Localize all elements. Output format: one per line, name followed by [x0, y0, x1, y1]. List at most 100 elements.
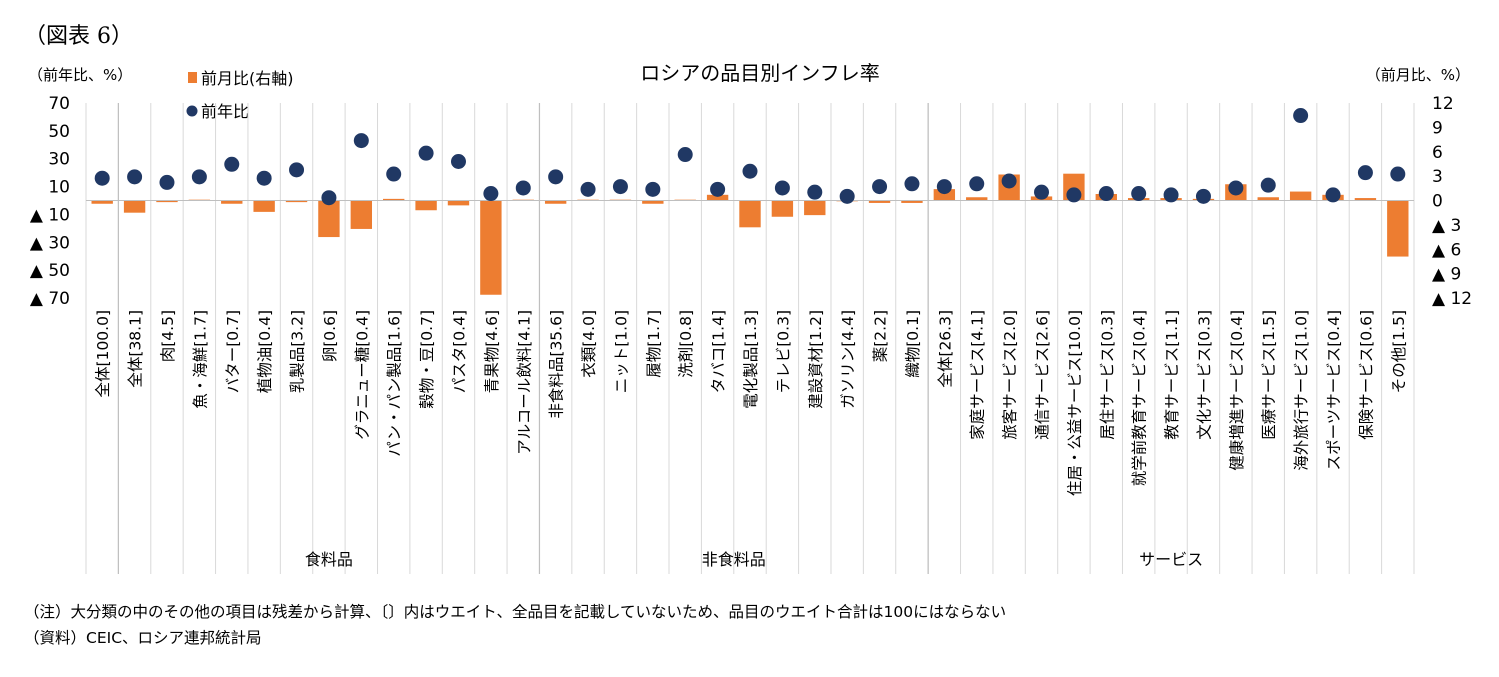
dot: [191, 169, 207, 185]
dot: [904, 176, 920, 192]
category-label: 青果物[4.6]: [483, 310, 501, 393]
bar: [868, 200, 891, 203]
bar: [739, 200, 761, 228]
legend: 前月比(右軸) 前年比: [186, 69, 294, 121]
bar: [706, 194, 729, 201]
bar: [642, 200, 664, 204]
legend-dot-label: 前年比: [201, 102, 249, 121]
category-label: 通信サービス[2.6]: [1034, 310, 1052, 440]
bar: [480, 200, 502, 295]
dot: [289, 162, 305, 178]
right-tick-label: 12: [1432, 94, 1454, 114]
bar: [1387, 200, 1409, 257]
category-label: 植物油[0.4]: [256, 310, 274, 393]
category-label: バター[0.7]: [224, 310, 242, 393]
bar: [933, 189, 956, 201]
category-label: 乳製品[3.2]: [289, 310, 307, 393]
bar: [1354, 198, 1377, 201]
bar: [285, 200, 308, 203]
category-label: 居住サービス[0.3]: [1098, 310, 1116, 440]
bar: [221, 200, 243, 204]
left-tick-label: ▲ 30: [30, 233, 70, 253]
category-label: 旅客サービス[2.0]: [1001, 310, 1019, 440]
left-tick-label: ▲ 70: [30, 289, 70, 309]
category-label: 電化製品[1.3]: [742, 310, 760, 409]
right-tick-label: 0: [1432, 192, 1443, 212]
dot: [386, 166, 402, 182]
right-tick-label: 9: [1432, 118, 1443, 138]
dot: [1034, 184, 1050, 200]
category-label: ニット[1.0]: [612, 310, 630, 393]
right-tick-label: ▲ 9: [1432, 265, 1461, 285]
category-label: パスタ[0.4]: [450, 310, 468, 393]
right-axis-unit: （前月比、%）: [1366, 66, 1470, 84]
category-label: 全体[38.1]: [127, 310, 145, 388]
dot: [483, 186, 499, 202]
bar: [318, 200, 340, 238]
dot: [515, 180, 531, 196]
bar: [123, 200, 146, 213]
bar-series: [91, 173, 1409, 295]
category-label: 住居・公益サービス[10.0]: [1066, 310, 1084, 496]
category-label: 健康増進サービス[0.4]: [1228, 310, 1246, 471]
category-label: 全体[26.3]: [936, 310, 954, 388]
category-label: 穀物・豆[0.7]: [418, 310, 436, 409]
group-label: 非食料品: [702, 550, 766, 569]
category-label: アルコール飲料[4.1]: [515, 310, 533, 455]
dot: [1390, 166, 1406, 182]
dot: [1357, 165, 1373, 181]
dot: [256, 170, 272, 186]
left-tick-label: 50: [48, 122, 70, 142]
left-tick-label: 10: [48, 178, 70, 198]
dot: [839, 188, 855, 204]
dot-series: [94, 108, 1406, 206]
dot: [450, 154, 466, 169]
dot: [677, 147, 693, 163]
category-label: パン・パン製品[1.6]: [386, 310, 404, 457]
dot: [969, 176, 985, 192]
dot: [418, 145, 434, 161]
dot: [127, 169, 143, 185]
bar: [1257, 197, 1279, 201]
category-label: 保険サービス[0.6]: [1357, 310, 1375, 440]
category-label: タバコ[1.4]: [710, 310, 728, 393]
dot: [645, 181, 661, 197]
dot: [1195, 188, 1211, 204]
dot: [1131, 186, 1147, 202]
bar: [447, 200, 470, 206]
right-tick-label: ▲ 12: [1432, 289, 1472, 309]
dot: [1260, 177, 1276, 193]
dot: [612, 179, 628, 195]
category-label: ガソリン[4.4]: [839, 310, 857, 409]
group-label: サービス: [1139, 550, 1203, 569]
category-label: 非食料品[35.6]: [548, 310, 566, 419]
bar: [91, 200, 113, 204]
dot: [1001, 173, 1017, 189]
category-label: 織物[0.1]: [904, 310, 922, 378]
dot: [872, 179, 888, 195]
category-label: 衣類[4.0]: [580, 310, 598, 378]
dot: [807, 184, 823, 200]
right-axis-ticks: 12 9 6 3 0 ▲ 3 ▲ 6 ▲ 9 ▲ 12: [1432, 94, 1472, 309]
bar: [901, 200, 923, 203]
category-label: 全体[100.0]: [94, 310, 112, 397]
category-label: 卵[0.6]: [321, 310, 339, 362]
category-label: 魚・海鮮[1.7]: [191, 310, 209, 409]
category-label: 履物[1.7]: [645, 310, 663, 378]
dot: [742, 163, 758, 179]
legend-dot-swatch: [186, 105, 198, 117]
category-label: 海外旅行サービス[1.0]: [1293, 310, 1311, 471]
bar: [415, 200, 437, 211]
dot: [1293, 108, 1309, 124]
bar: [350, 200, 373, 229]
dot: [321, 190, 337, 206]
dot: [774, 180, 790, 196]
dot: [159, 174, 175, 190]
dot: [548, 169, 564, 185]
dot: [710, 181, 726, 197]
category-labels: 全体[100.0] 全体[38.1] 肉[4.5] 魚・海鮮[1.7] バター[0.7]…: [94, 310, 1408, 496]
right-tick-label: ▲ 6: [1432, 240, 1461, 260]
left-tick-label: ▲ 50: [30, 261, 70, 281]
category-label: 教育サービス[1.1]: [1163, 310, 1181, 440]
note-1: （注）大分類の中のその他の項目は残差から計算、〔〕内はウエイト、全品目を記載して…: [24, 603, 1007, 621]
